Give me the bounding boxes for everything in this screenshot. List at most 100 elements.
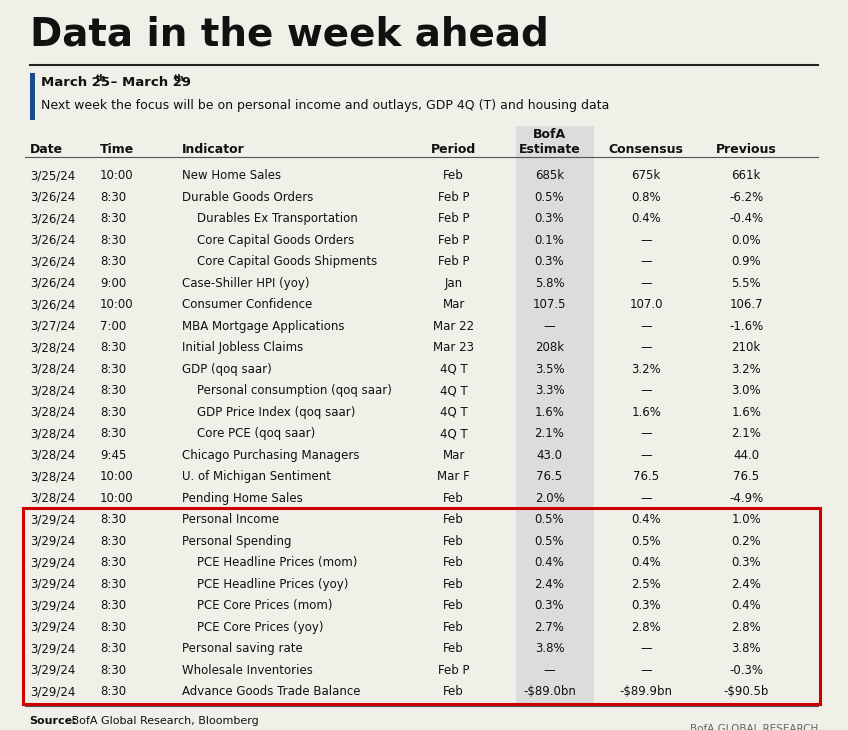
Text: 8:30: 8:30	[100, 234, 126, 247]
Text: -$89.0bn: -$89.0bn	[523, 685, 576, 699]
Text: 3.8%: 3.8%	[535, 642, 564, 656]
Text: Mar: Mar	[443, 299, 465, 311]
Text: —: —	[640, 492, 652, 504]
Text: BofA GLOBAL RESEARCH: BofA GLOBAL RESEARCH	[690, 723, 818, 730]
Text: GDP Price Index (qoq saar): GDP Price Index (qoq saar)	[182, 406, 355, 419]
Text: 3.3%: 3.3%	[535, 384, 564, 397]
Text: 3.2%: 3.2%	[631, 363, 661, 376]
Text: 0.0%: 0.0%	[732, 234, 761, 247]
Text: Indicator: Indicator	[182, 143, 245, 156]
Text: —: —	[640, 277, 652, 290]
Text: BofA Global Research, Bloomberg: BofA Global Research, Bloomberg	[68, 715, 259, 726]
Text: -$90.5b: -$90.5b	[723, 685, 769, 699]
Text: 3/26/24: 3/26/24	[30, 212, 75, 226]
Text: 210k: 210k	[732, 341, 761, 354]
Text: Feb P: Feb P	[438, 212, 470, 226]
Text: —: —	[640, 664, 652, 677]
Text: 3/29/24: 3/29/24	[30, 599, 75, 612]
Text: 3/29/24: 3/29/24	[30, 513, 75, 526]
Text: 0.1%: 0.1%	[534, 234, 565, 247]
Text: th: th	[174, 74, 185, 83]
Text: Core Capital Goods Orders: Core Capital Goods Orders	[182, 234, 354, 247]
Text: 2.0%: 2.0%	[534, 492, 565, 504]
Text: 675k: 675k	[632, 169, 661, 182]
Text: 2.1%: 2.1%	[731, 427, 762, 440]
Text: -1.6%: -1.6%	[729, 320, 763, 333]
Text: —: —	[640, 642, 652, 656]
Text: PCE Core Prices (yoy): PCE Core Prices (yoy)	[182, 620, 324, 634]
Text: 1.0%: 1.0%	[731, 513, 762, 526]
Text: —: —	[640, 341, 652, 354]
Text: 3/28/24: 3/28/24	[30, 384, 75, 397]
Text: 3/29/24: 3/29/24	[30, 620, 75, 634]
Text: 10:00: 10:00	[100, 492, 134, 504]
Text: 3/29/24: 3/29/24	[30, 535, 75, 548]
Text: —: —	[544, 320, 555, 333]
Text: Feb: Feb	[444, 169, 464, 182]
Text: 8:30: 8:30	[100, 642, 126, 656]
Text: 8:30: 8:30	[100, 556, 126, 569]
Text: Chicago Purchasing Managers: Chicago Purchasing Managers	[182, 449, 360, 462]
Text: 3/28/24: 3/28/24	[30, 470, 75, 483]
Text: Personal saving rate: Personal saving rate	[182, 642, 303, 656]
Text: MBA Mortgage Applications: MBA Mortgage Applications	[182, 320, 345, 333]
Text: 107.5: 107.5	[533, 299, 566, 311]
Text: 8:30: 8:30	[100, 255, 126, 268]
Text: Feb: Feb	[444, 685, 464, 699]
Text: 3/28/24: 3/28/24	[30, 427, 75, 440]
Text: 2.7%: 2.7%	[534, 620, 565, 634]
Text: 10:00: 10:00	[100, 470, 134, 483]
Text: Initial Jobless Claims: Initial Jobless Claims	[182, 341, 304, 354]
Text: 3/28/24: 3/28/24	[30, 363, 75, 376]
Text: Advance Goods Trade Balance: Advance Goods Trade Balance	[182, 685, 360, 699]
Text: 10:00: 10:00	[100, 299, 134, 311]
Text: 0.4%: 0.4%	[631, 212, 661, 226]
Text: Durables Ex Transportation: Durables Ex Transportation	[182, 212, 358, 226]
Text: 3/26/24: 3/26/24	[30, 299, 75, 311]
Text: Estimate: Estimate	[519, 143, 580, 156]
Text: 3.2%: 3.2%	[731, 363, 762, 376]
Text: 76.5: 76.5	[734, 470, 759, 483]
Text: 0.4%: 0.4%	[631, 556, 661, 569]
Text: 9:00: 9:00	[100, 277, 126, 290]
Bar	[516, 126, 594, 704]
Text: th: th	[96, 74, 107, 83]
Text: Pending Home Sales: Pending Home Sales	[182, 492, 303, 504]
Text: 3/29/24: 3/29/24	[30, 642, 75, 656]
Text: 0.3%: 0.3%	[535, 212, 564, 226]
Text: 4Q T: 4Q T	[440, 363, 467, 376]
Text: 0.4%: 0.4%	[631, 513, 661, 526]
Text: 3/26/24: 3/26/24	[30, 277, 75, 290]
Text: —: —	[544, 664, 555, 677]
Text: Feb P: Feb P	[438, 234, 470, 247]
Text: Feb P: Feb P	[438, 191, 470, 204]
Text: PCE Headline Prices (yoy): PCE Headline Prices (yoy)	[182, 577, 349, 591]
Text: 4Q T: 4Q T	[440, 384, 467, 397]
Text: 1.6%: 1.6%	[534, 406, 565, 419]
Text: 1.6%: 1.6%	[731, 406, 762, 419]
Text: 2.5%: 2.5%	[631, 577, 661, 591]
Text: —: —	[640, 234, 652, 247]
Text: 8:30: 8:30	[100, 363, 126, 376]
Text: Feb: Feb	[444, 642, 464, 656]
Text: 2.8%: 2.8%	[631, 620, 661, 634]
Text: 3.5%: 3.5%	[535, 363, 564, 376]
Text: 0.4%: 0.4%	[731, 599, 762, 612]
Text: 9:45: 9:45	[100, 449, 126, 462]
Text: 685k: 685k	[535, 169, 564, 182]
Text: Feb P: Feb P	[438, 664, 470, 677]
Text: 3/29/24: 3/29/24	[30, 577, 75, 591]
Text: 3/29/24: 3/29/24	[30, 664, 75, 677]
Text: Case-Shiller HPI (yoy): Case-Shiller HPI (yoy)	[182, 277, 310, 290]
Text: 0.5%: 0.5%	[535, 513, 564, 526]
Text: 3/27/24: 3/27/24	[30, 320, 75, 333]
Text: 1.6%: 1.6%	[631, 406, 661, 419]
Text: 8:30: 8:30	[100, 513, 126, 526]
Text: 0.8%: 0.8%	[632, 191, 661, 204]
Text: 8:30: 8:30	[100, 577, 126, 591]
Text: Feb: Feb	[444, 535, 464, 548]
Text: PCE Headline Prices (mom): PCE Headline Prices (mom)	[182, 556, 358, 569]
Text: Date: Date	[30, 143, 63, 156]
Text: 0.5%: 0.5%	[535, 535, 564, 548]
Text: Consumer Confidence: Consumer Confidence	[182, 299, 313, 311]
